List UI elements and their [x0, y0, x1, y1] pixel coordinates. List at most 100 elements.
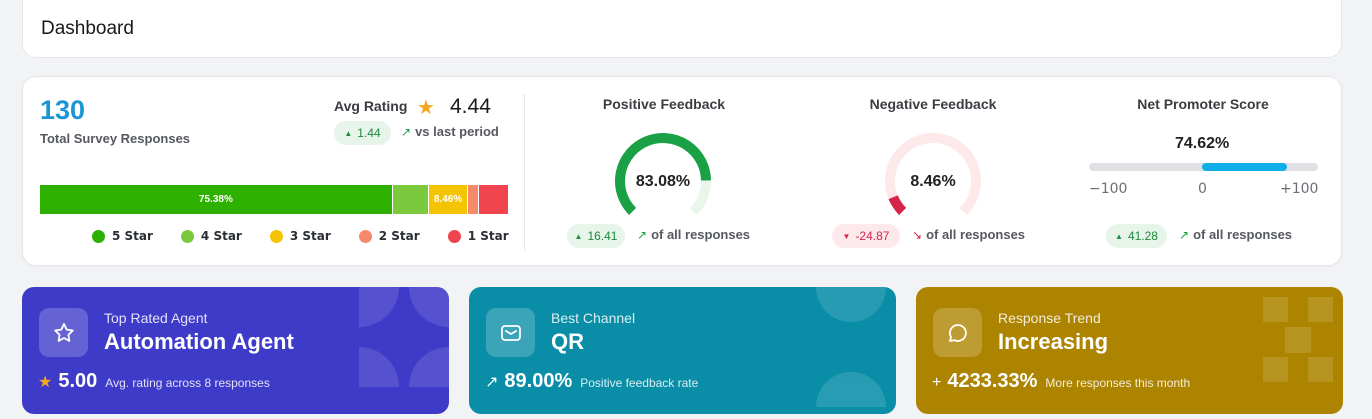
avg-rating-label: Avg Rating [334, 98, 408, 114]
negative-feedback-gauge [885, 133, 981, 215]
card-stat-row: + 4233.33% More responses this month [932, 370, 1190, 393]
star-icon-box [39, 308, 88, 357]
positive-feedback-title: Positive Feedback [602, 96, 726, 112]
gauge-value-arc [888, 195, 907, 215]
card-stat: 5.00 [58, 370, 98, 392]
arrow-down-icon: ▼ [842, 231, 851, 241]
star-icon: ★ [38, 374, 53, 391]
negative-change-badge: ▼ -24.87 [832, 224, 900, 248]
positive-change-value: 16.41 [587, 229, 618, 243]
mail-icon-box [486, 308, 535, 357]
legend-label: 2 Star [378, 229, 420, 243]
legend-item: 2 Star [358, 229, 420, 243]
trend-up-icon: ↗ [637, 227, 648, 242]
legend-item: 4 Star [180, 229, 242, 243]
star-icon [53, 322, 74, 342]
positive-change-badge: ▲ 16.41 [567, 224, 625, 248]
nps-note: ↗ of all responses [1179, 227, 1292, 242]
nps-note-label: of all responses [1193, 227, 1293, 242]
nps-max-label: +100 [1280, 181, 1319, 197]
positive-note: ↗ of all responses [637, 227, 750, 242]
gauge-value-arc [615, 133, 711, 215]
decorative-pattern-icon [359, 287, 449, 387]
legend-label: 4 Star [200, 229, 242, 243]
response-trend-card[interactable]: Response Trend Increasing + 4233.33% Mor… [916, 287, 1343, 414]
negative-change-value: -24.87 [855, 229, 890, 243]
survey-stats-card: 130 Total Survey Responses Avg Rating ★ … [22, 76, 1342, 266]
positive-feedback-value: 83.08% [635, 173, 691, 190]
page-title: Dashboard [41, 17, 134, 39]
avg-rating-value: 4.44 [450, 95, 491, 118]
card-stat-row: ↗ 89.00% Positive feedback rate [485, 370, 698, 393]
nps-min-label: −100 [1089, 181, 1128, 197]
gauge-track [885, 133, 981, 215]
decorative-pattern-icon [816, 287, 886, 407]
legend-dot-icon [269, 229, 283, 243]
rating-legend: 5 Star 4 Star 3 Star 2 Star 1 Star [92, 229, 509, 243]
star-icon: ★ [417, 97, 435, 119]
nps-mid-label: 0 [1198, 181, 1207, 197]
card-caption: Positive feedback rate [580, 376, 699, 390]
nps-fill [1201, 163, 1287, 171]
best-channel-card[interactable]: Best Channel QR ↗ 89.00% Positive feedba… [469, 287, 896, 414]
positive-feedback-gauge [615, 133, 711, 215]
rating-bar-segment: 75.38% [40, 185, 393, 214]
trend-up-icon: ↗ [401, 124, 412, 139]
legend-dot-icon [92, 229, 105, 243]
trend-down-icon: ↘ [912, 227, 923, 242]
legend-dot-icon [447, 229, 461, 243]
card-caption: More responses this month [1045, 376, 1191, 390]
negative-feedback-title: Negative Feedback [869, 96, 997, 112]
rating-distribution-bar: 75.38% 8.46% [40, 185, 508, 214]
plus-icon: + [932, 374, 942, 391]
legend-item: 5 Star [92, 229, 153, 243]
rating-bar-segment [468, 185, 480, 214]
legend-dot-icon [180, 229, 194, 243]
vs-last-period-label: vs last period [415, 124, 499, 139]
card-stat-row: ★ 5.00 Avg. rating across 8 responses [38, 370, 270, 393]
card-kicker: Best Channel [551, 310, 636, 326]
arrow-up-icon: ▲ [344, 128, 353, 138]
trend-up-icon: ↗ [1179, 227, 1190, 242]
legend-dot-icon [358, 229, 372, 243]
nps-change-value: 41.28 [1127, 229, 1158, 243]
vs-last-period: ↗ vs last period [401, 124, 499, 139]
card-stat: 4233.33% [947, 370, 1038, 392]
nps-value: 74.62% [1175, 135, 1230, 152]
card-headline: Increasing [998, 329, 1109, 354]
arrow-up-icon: ▲ [1115, 231, 1123, 241]
legend-item: 3 Star [269, 229, 331, 243]
negative-note: ↘ of all responses [912, 227, 1025, 242]
legend-label: 5 Star [112, 229, 153, 243]
legend-label: 1 Star [467, 229, 509, 243]
total-responses-value: 130 [40, 95, 86, 125]
chat-bubble-icon [948, 323, 967, 342]
rating-bar-segment: 8.46% [428, 185, 469, 214]
chat-icon-box [933, 308, 982, 357]
card-kicker: Response Trend [998, 310, 1101, 326]
trend-up-icon: ↗ [485, 374, 499, 391]
avg-change-badge: ▲ 1.44 [334, 121, 391, 145]
legend-item: 1 Star [447, 229, 509, 243]
legend-label: 3 Star [289, 229, 331, 243]
dashboard-header: Dashboard [22, 0, 1342, 58]
rating-bar-segment [479, 185, 508, 214]
nps-title: Net Promoter Score [1137, 96, 1269, 112]
card-headline: QR [551, 329, 584, 354]
top-rated-agent-card[interactable]: Top Rated Agent Automation Agent ★ 5.00 … [22, 287, 449, 414]
rating-bar-segment [392, 185, 429, 214]
card-caption: Avg. rating across 8 responses [105, 376, 270, 390]
negative-note-label: of all responses [926, 227, 1026, 242]
card-kicker: Top Rated Agent [104, 310, 208, 326]
arrow-up-icon: ▲ [574, 231, 583, 241]
decorative-pattern-icon [1263, 297, 1333, 382]
card-stat: 89.00% [504, 370, 573, 392]
divider [524, 94, 525, 251]
nps-change-badge: ▲ 41.28 [1106, 224, 1167, 248]
total-responses-label: Total Survey Responses [40, 131, 191, 146]
avg-change-value: 1.44 [357, 126, 381, 140]
mail-icon [500, 324, 521, 341]
card-headline: Automation Agent [104, 329, 294, 354]
positive-note-label: of all responses [651, 227, 751, 242]
negative-feedback-value: 8.46% [910, 173, 956, 190]
